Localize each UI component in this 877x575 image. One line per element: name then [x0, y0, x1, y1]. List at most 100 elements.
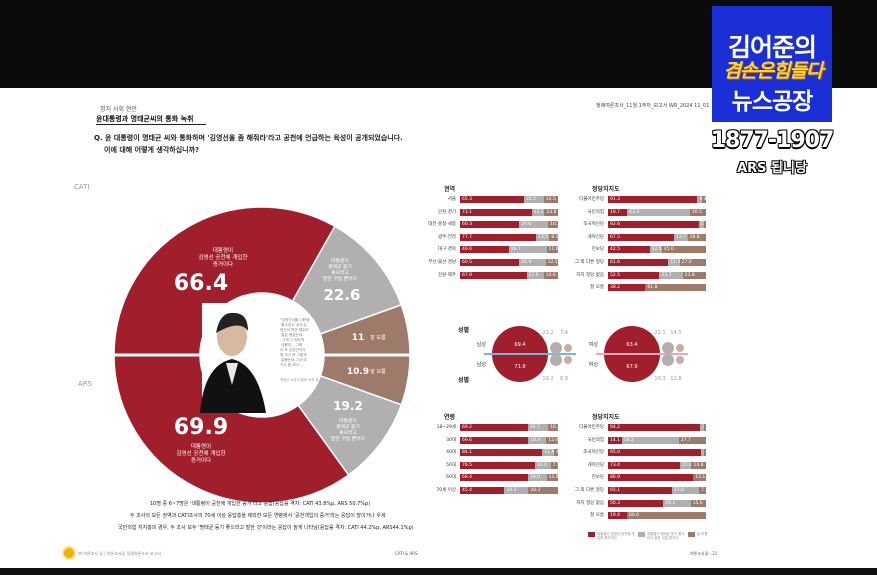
- party-ars-row-label: 잘 모름: [590, 513, 604, 519]
- party-cati-bar-value: 4.3: [703, 197, 711, 202]
- region-bar-seg: [546, 246, 558, 254]
- cati-yes-value: 66.4: [174, 271, 228, 296]
- party-cati-bar-seg: [661, 246, 706, 254]
- age-bar-seg: [460, 461, 535, 469]
- party-cati-bar-seg: [689, 208, 707, 216]
- region-bar-seg: [519, 221, 549, 229]
- party-ars-bar-value: 94.2: [610, 425, 621, 430]
- footnote-1: 10명 중 6~7명은 '대통령이 공천에 개입한 증거'라고 응답(응답률 격…: [150, 501, 371, 507]
- age-row-label: 30대: [446, 437, 456, 443]
- male-no-blob: [550, 342, 562, 354]
- party-cati-bar-value: 61.8: [647, 285, 658, 291]
- party-ars-bar-value: 28.1: [665, 500, 676, 506]
- party-ars-bar-seg: [608, 424, 701, 431]
- party-cati-row-label: 국민의힘: [587, 209, 604, 215]
- region-bar-value: 14.6: [545, 272, 556, 278]
- age-bar-seg: [527, 424, 549, 431]
- party-ars-bar-value: 14.8: [693, 462, 704, 468]
- male-value-5: 8.9: [560, 376, 568, 382]
- party-ars-bar-seg: [700, 424, 704, 431]
- party-cati-bar-seg: [645, 284, 706, 292]
- party-cati-bar-value: 18.8: [689, 234, 700, 240]
- region-bar-seg: [544, 208, 558, 216]
- party-ars-bar-seg: [621, 436, 679, 444]
- party-ars-bar-seg: [627, 512, 706, 520]
- section-label: 정치 사회 현안: [100, 106, 137, 113]
- female-no-blob-ars: [662, 354, 674, 366]
- party-cati-bar-value: 27.0: [681, 260, 692, 265]
- legend-label: 대통령이 명태균 듣기 좋으라고 말한 것일 뿐이다: [647, 532, 685, 540]
- age-bar-value: 45.4: [462, 488, 473, 493]
- party-cati-bar-seg: [608, 246, 650, 254]
- female-value-4: 19.3: [654, 376, 665, 382]
- party-cati-bar-value: 16.5: [691, 209, 702, 215]
- age-bar-value: 11.9: [544, 450, 555, 456]
- party-ars-bar-seg: [608, 449, 702, 457]
- party-cati-bar-seg: [698, 221, 705, 229]
- party-cati-row-label: 지지 정당 없음: [576, 272, 604, 278]
- party-ars-row-label: 개혁신당: [587, 462, 604, 468]
- party-ars-bar-seg: [699, 487, 706, 494]
- party-cati-bar-seg: [649, 246, 662, 254]
- female-dk-blob-ars: [676, 356, 684, 364]
- party-ars-bar-value: 14.1: [610, 437, 621, 443]
- age-bar-seg: [460, 487, 505, 494]
- age-bar-seg: [534, 461, 551, 469]
- ars-no-label: 대통령이 명태균 듣기 좋으라고 말한 것일 뿐이다: [331, 417, 366, 442]
- male-dk-blob: [564, 344, 572, 352]
- party-cati-row-label: 더불어민주당: [579, 197, 604, 202]
- party-ars-title: 정당지지도: [592, 414, 620, 421]
- cati-dk-label: 잘 모름: [370, 334, 386, 341]
- party-cati-bar-value: 61.6: [610, 260, 621, 265]
- male-no-blob-ars: [550, 354, 562, 366]
- female-value-3: 14.5: [670, 330, 681, 336]
- party-cati-bar-value: 13.7: [676, 234, 687, 240]
- age-bar-seg: [528, 474, 547, 482]
- male-value-3: 7.4: [560, 330, 568, 336]
- party-ars-bar-value: 13.1: [695, 475, 706, 481]
- region-bar-seg: [545, 259, 558, 266]
- region-bar-value: 65.3: [462, 197, 473, 202]
- ars-yes-value: 69.9: [174, 415, 228, 440]
- legend-label: 잘 모름: [697, 532, 708, 536]
- female-dk-blob: [676, 344, 684, 352]
- region-row-label: 인천·경기: [438, 209, 456, 215]
- party-cati-bar-seg: [608, 284, 646, 292]
- page-footer-left: ㈜ 여론조사 꽃 | 여론조사꽃 정례여론조사 보고서: [78, 551, 161, 556]
- age-bar-value: 19.0: [530, 475, 541, 481]
- region-bar-value: 20.2: [525, 197, 537, 202]
- region-bar-value: 11.6: [548, 247, 559, 253]
- age-bar-seg: [460, 436, 529, 444]
- party-cati-row-label: 조국혁신당: [583, 222, 604, 228]
- region-bar-value: 60.5: [462, 260, 473, 265]
- age-bar-seg: [504, 487, 529, 494]
- party-cati-bar-seg: [682, 271, 706, 279]
- party-cati-bar-value: 63.9: [629, 209, 640, 215]
- party-cati-bar-seg: [697, 196, 702, 203]
- party-ars-bar-seg: [608, 512, 627, 520]
- photo-quote: "김영선이를 너한테 좋으라고 내가 김 영선이 번만 해주라 말은 했었는데..…: [280, 317, 309, 367]
- report-header: 정례여론조사_11월 1주차_보고서 WR_2024 11_01: [596, 103, 710, 109]
- party-cati-bar-value: 12.5: [651, 247, 662, 253]
- party-ars-row-label: 조국혁신당: [583, 450, 604, 456]
- party-cati-row-label: 개혁신당: [587, 234, 604, 240]
- region-bar-seg: [549, 233, 559, 241]
- female-no-blob: [662, 342, 674, 354]
- ars-dk-value: 10.9: [347, 367, 369, 377]
- party-ars-bar-seg: [703, 424, 706, 431]
- cati-dk-value: 11: [352, 333, 365, 343]
- party-ars-bar-value: 2.5: [703, 450, 711, 456]
- region-row-label: 서울: [447, 197, 456, 202]
- region-row-label: 강원·제주: [438, 272, 456, 278]
- age-bar-value: 11.6: [548, 475, 559, 481]
- party-cati-bar-seg: [608, 233, 675, 241]
- party-cati-bar-value: 38.2: [610, 285, 621, 291]
- gender-title: 성별: [458, 326, 470, 334]
- age-bar-seg: [460, 424, 528, 431]
- age-bar-value: 84.1: [462, 450, 473, 456]
- region-bar-seg: [526, 271, 544, 279]
- region-bar-value: 12.5: [547, 260, 558, 265]
- party-ars-bar-value: 2.5: [705, 450, 713, 456]
- region-title: 권역: [444, 186, 456, 193]
- gender-label-2: 여성: [589, 341, 598, 348]
